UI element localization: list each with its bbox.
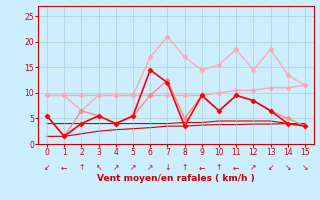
Text: ↗: ↗	[113, 163, 119, 172]
Text: ↙: ↙	[268, 163, 274, 172]
Text: ↘: ↘	[302, 163, 308, 172]
Text: ↑: ↑	[78, 163, 84, 172]
Text: ←: ←	[61, 163, 68, 172]
Text: ↑: ↑	[181, 163, 188, 172]
Text: ↓: ↓	[164, 163, 171, 172]
Text: ↗: ↗	[130, 163, 136, 172]
Text: ↑: ↑	[216, 163, 222, 172]
Text: ↗: ↗	[250, 163, 257, 172]
Text: ←: ←	[233, 163, 239, 172]
Text: ↙: ↙	[44, 163, 50, 172]
X-axis label: Vent moyen/en rafales ( km/h ): Vent moyen/en rafales ( km/h )	[97, 174, 255, 183]
Text: ↖: ↖	[95, 163, 102, 172]
Text: ←: ←	[199, 163, 205, 172]
Text: ↘: ↘	[284, 163, 291, 172]
Text: ↗: ↗	[147, 163, 153, 172]
